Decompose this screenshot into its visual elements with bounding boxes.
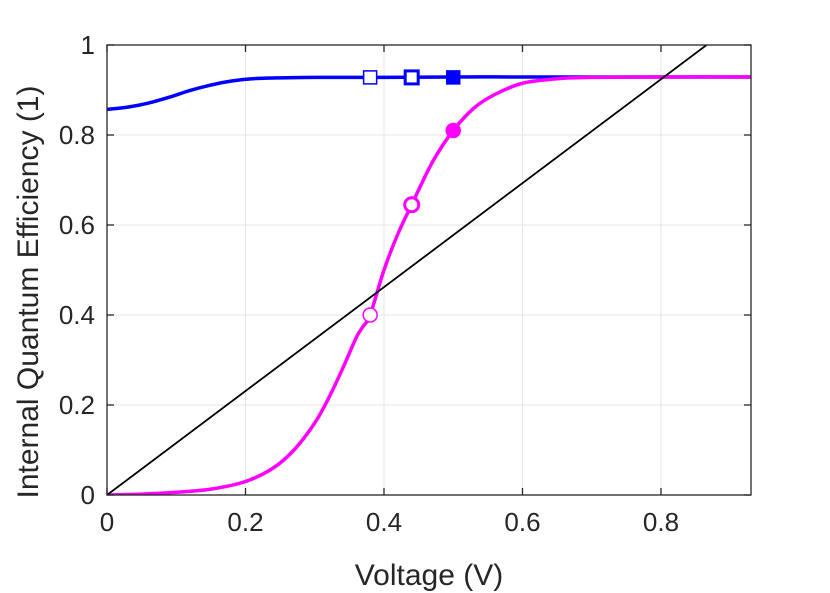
y-tick-label: 0.6: [59, 210, 95, 240]
y-tick-label: 0.4: [59, 300, 95, 330]
data-point-circle: [445, 122, 461, 139]
x-tick-label: 0.6: [504, 507, 540, 537]
series-line: [107, 75, 751, 112]
series-line: [107, 45, 709, 495]
x-tick-label: 0: [100, 507, 114, 537]
y-tick-label: 0: [81, 480, 95, 510]
data-point-square: [445, 70, 461, 85]
y-tick-label: 0.8: [59, 120, 95, 150]
axes-box: [106, 44, 752, 496]
data-point-circle: [403, 196, 421, 214]
y-tick-labels: 0 0.2 0.4 0.6 0.8 1: [59, 30, 95, 510]
x-tick-labels: 0 0.2 0.4 0.6 0.8: [100, 507, 679, 537]
data-point-square: [362, 70, 378, 85]
x-tick-label: 0.2: [227, 507, 263, 537]
marker-layer: [362, 69, 461, 323]
x-axis-label: Voltage (V): [355, 559, 503, 592]
x-tick-label: 0.4: [366, 507, 402, 537]
series-layer: [107, 45, 751, 495]
series-line: [107, 75, 751, 495]
tick-marks: [106, 44, 751, 496]
grid: [106, 44, 751, 496]
y-tick-label: 0.2: [59, 390, 95, 420]
x-tick-label: 0.8: [643, 507, 679, 537]
data-point-circle: [362, 307, 378, 323]
data-point-square: [403, 69, 420, 86]
y-tick-label: 1: [81, 30, 95, 60]
y-axis-label: Internal Quantum Efficiency (1): [12, 86, 45, 499]
